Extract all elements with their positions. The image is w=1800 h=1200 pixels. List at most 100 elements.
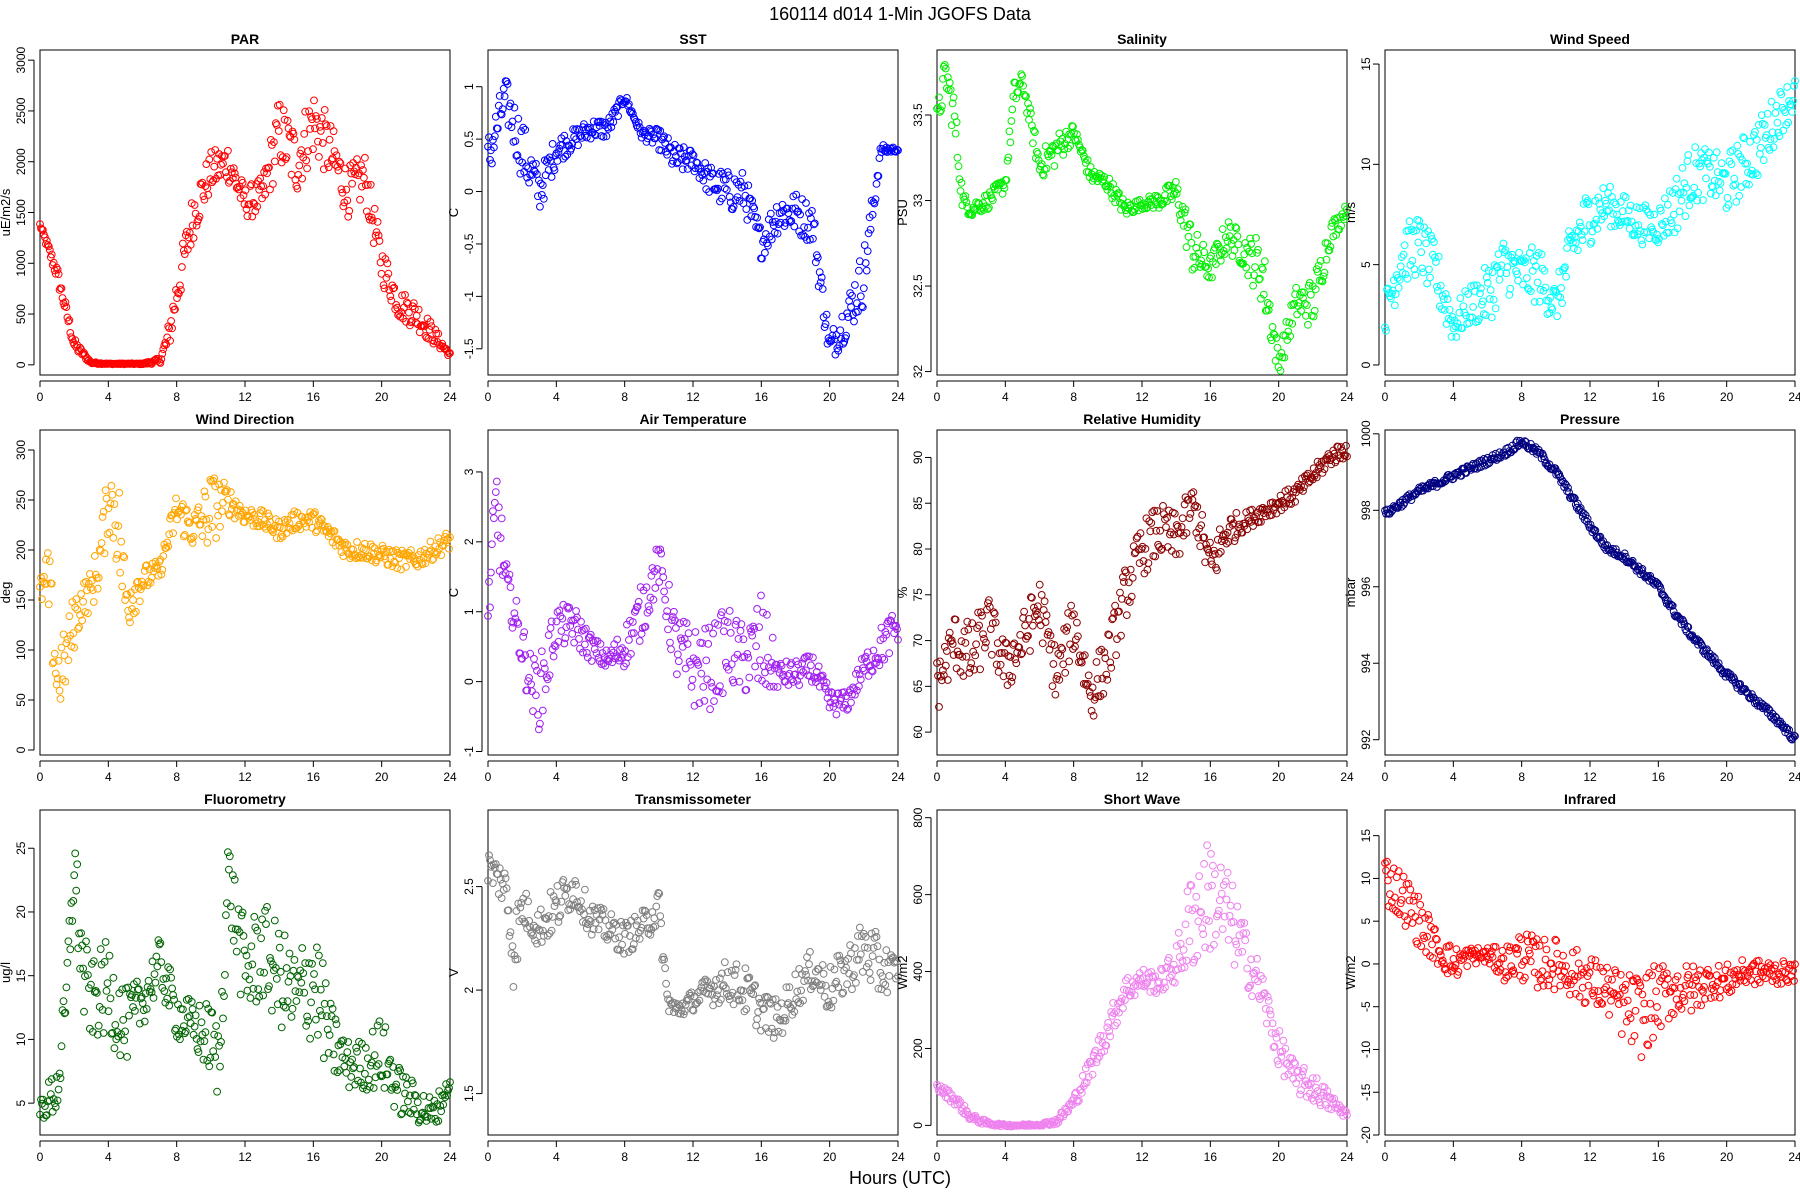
data-point (1228, 881, 1237, 890)
data-point (194, 503, 203, 512)
data-point (962, 652, 971, 661)
x-tick-label: 12 (1135, 770, 1149, 784)
data-point (1569, 238, 1577, 247)
data-point (292, 997, 301, 1005)
data-point (1602, 199, 1610, 208)
x-tick-label: 20 (1272, 770, 1286, 784)
x-tick-label: 12 (1583, 770, 1597, 784)
data-point (673, 650, 682, 659)
data-point (53, 265, 62, 274)
data-point (1193, 503, 1202, 511)
data-point (1654, 238, 1662, 247)
y-tick-label: 0 (1359, 960, 1373, 967)
data-point (989, 608, 998, 617)
data-point (317, 114, 326, 122)
data-point (1548, 305, 1557, 314)
data-point (832, 710, 841, 719)
y-tick-label: 15 (14, 969, 28, 983)
data-point (656, 912, 665, 920)
data-point (1299, 294, 1307, 303)
data-point (1646, 572, 1655, 580)
data-point (428, 336, 437, 345)
data-point (1027, 109, 1035, 118)
data-point (1056, 137, 1065, 146)
data-point (1408, 256, 1417, 265)
data-point (187, 997, 196, 1006)
data-point (881, 981, 890, 989)
data-point (69, 897, 78, 905)
data-point (1394, 283, 1403, 292)
data-point (513, 618, 522, 627)
data-point (1212, 930, 1220, 939)
data-point (125, 1011, 133, 1020)
data-point (664, 625, 672, 634)
data-point (1215, 525, 1224, 534)
data-point (812, 668, 821, 676)
data-point (1556, 293, 1565, 302)
data-point (1125, 598, 1134, 606)
x-tick-label: 4 (105, 1150, 112, 1164)
x-tick-label: 4 (1002, 390, 1009, 404)
data-point (112, 555, 121, 563)
data-point (42, 236, 51, 245)
data-point (968, 619, 977, 628)
x-tick-label: 16 (755, 1150, 769, 1164)
data-point (851, 281, 859, 289)
data-point (1261, 1005, 1270, 1013)
data-point (302, 156, 311, 165)
data-point (316, 985, 325, 994)
data-point (276, 967, 285, 976)
data-point (259, 507, 268, 515)
data-point (732, 178, 741, 187)
data-point (200, 195, 209, 204)
data-point (361, 1044, 370, 1052)
chart-title: Wind Speed (1550, 31, 1630, 47)
y-tick-label: -1.5 (462, 338, 476, 359)
data-point (611, 934, 620, 943)
data-point (1337, 443, 1345, 451)
data-point (131, 585, 139, 594)
data-point (852, 978, 860, 987)
data-point (390, 283, 399, 292)
data-point (260, 968, 269, 977)
y-tick-label: 2.5 (462, 878, 476, 895)
data-point (1147, 519, 1156, 527)
data-point (596, 640, 605, 648)
data-point (226, 902, 235, 911)
data-point (57, 643, 66, 652)
chart-title: Infrared (1564, 791, 1616, 807)
data-point (554, 637, 563, 646)
data-point (54, 270, 63, 279)
data-point (936, 108, 944, 116)
data-point (1469, 303, 1477, 311)
data-point (193, 1045, 202, 1053)
data-point (315, 153, 323, 161)
data-point (1425, 265, 1433, 274)
data-point (667, 645, 675, 654)
data-point (317, 1011, 326, 1020)
data-point (360, 173, 368, 182)
data-point (1170, 509, 1179, 518)
data-point (939, 671, 948, 680)
data-point (374, 552, 383, 561)
data-point (180, 1029, 189, 1038)
data-point (1743, 159, 1751, 168)
x-tick-label: 4 (1450, 770, 1457, 784)
data-point (314, 137, 322, 146)
y-tick-label: 25 (14, 841, 28, 855)
data-point (1521, 258, 1529, 267)
chart-title: Fluorometry (204, 791, 286, 807)
data-point (1167, 195, 1176, 204)
data-point (364, 1075, 373, 1084)
data-point (1071, 135, 1079, 144)
data-point (45, 246, 54, 254)
data-point (715, 687, 723, 696)
data-point (1185, 937, 1194, 946)
data-point (262, 920, 270, 928)
data-point (289, 510, 298, 519)
data-point (1552, 288, 1561, 297)
x-tick-label: 0 (934, 1150, 941, 1164)
x-tick-label: 12 (238, 770, 252, 784)
data-point (501, 569, 510, 577)
